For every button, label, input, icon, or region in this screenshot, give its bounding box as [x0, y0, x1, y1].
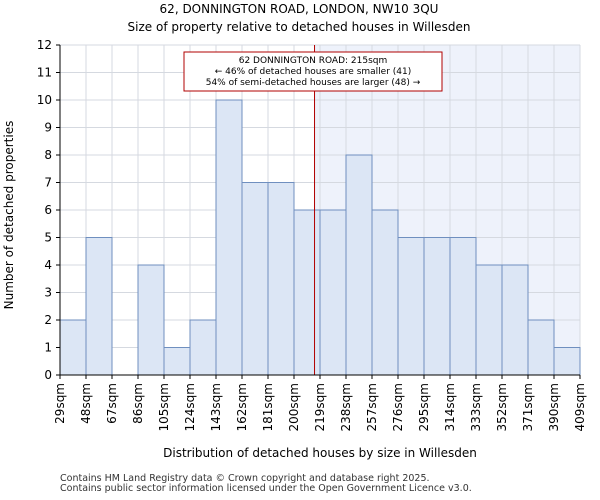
x-tick-label: 295sqm — [417, 383, 431, 431]
y-tick-label: 2 — [44, 313, 52, 327]
x-tick-label: 105sqm — [157, 383, 171, 431]
x-tick-label: 257sqm — [365, 383, 379, 431]
annotation-line-1: 62 DONNINGTON ROAD: 215sqm — [239, 56, 388, 66]
y-tick-label: 10 — [37, 93, 52, 107]
bar-200sqm — [293, 209, 321, 376]
y-tick-label: 5 — [44, 231, 52, 245]
x-axis-ticks: 29sqm 48sqm 67sqm 86sqm 105sqm 124sqm 143sqm 16… — [53, 375, 587, 431]
bar-314sqm — [449, 237, 477, 376]
annotation-line-2: ← 46% of detached houses are smaller (41… — [215, 67, 412, 77]
x-tick-label: 238sqm — [339, 383, 353, 431]
bar-390sqm — [553, 347, 581, 376]
x-axis-label: Distribution of detached houses by size … — [163, 446, 477, 460]
x-tick-label: 143sqm — [209, 383, 223, 431]
y-tick-label: 4 — [44, 258, 52, 272]
x-tick-label: 314sqm — [443, 383, 457, 431]
bar-333sqm — [475, 264, 503, 376]
y-tick-label: 7 — [44, 176, 52, 190]
x-tick-label: 86sqm — [131, 383, 145, 424]
x-tick-label: 409sqm — [573, 383, 587, 431]
bar-86sqm — [137, 264, 165, 376]
bar-352sqm — [501, 264, 529, 376]
bar-219sqm — [319, 209, 347, 376]
x-tick-label: 124sqm — [183, 383, 197, 431]
bar-276sqm — [397, 237, 425, 376]
y-tick-label: 0 — [44, 368, 52, 382]
y-tick-label: 9 — [44, 121, 52, 135]
x-tick-label: 181sqm — [261, 383, 275, 431]
footer-line-2: Contains public sector information licen… — [60, 483, 472, 494]
x-tick-label: 371sqm — [521, 383, 535, 431]
y-tick-label: 11 — [37, 66, 52, 80]
footer-line-1: Contains HM Land Registry data © Crown c… — [60, 473, 430, 484]
y-tick-label: 6 — [44, 203, 52, 217]
x-tick-label: 352sqm — [495, 383, 509, 431]
bar-143sqm — [215, 99, 243, 376]
chart-title: 62, DONNINGTON ROAD, LONDON, NW10 3QU — [160, 2, 439, 16]
bar-48sqm — [85, 237, 113, 376]
x-tick-label: 219sqm — [313, 383, 327, 431]
chart-subtitle: Size of property relative to detached ho… — [128, 20, 471, 34]
y-tick-label: 8 — [44, 148, 52, 162]
x-tick-label: 333sqm — [469, 383, 483, 431]
bar-238sqm — [345, 154, 373, 376]
bar-105sqm — [163, 347, 191, 376]
x-tick-label: 390sqm — [547, 383, 561, 431]
x-tick-label: 200sqm — [287, 383, 301, 431]
x-tick-label: 29sqm — [53, 383, 67, 424]
bar-162sqm — [241, 182, 269, 376]
bar-371sqm — [527, 319, 555, 376]
x-tick-label: 162sqm — [235, 383, 249, 431]
bars-group — [59, 99, 581, 376]
bar-295sqm — [423, 237, 451, 376]
x-tick-label: 276sqm — [391, 383, 405, 431]
x-tick-label: 67sqm — [105, 383, 119, 424]
y-tick-label: 1 — [44, 341, 52, 355]
y-tick-label: 12 — [37, 38, 52, 52]
y-axis-label: Number of detached properties — [2, 121, 16, 310]
x-tick-label: 48sqm — [79, 383, 93, 424]
annotation-box: 62 DONNINGTON ROAD: 215sqm ← 46% of deta… — [183, 51, 443, 92]
bar-257sqm — [371, 209, 399, 376]
y-tick-label: 3 — [44, 286, 52, 300]
bar-29sqm — [59, 319, 87, 376]
bar-181sqm — [267, 182, 295, 376]
bar-124sqm — [189, 319, 217, 376]
annotation-line-3: 54% of semi-detached houses are larger (… — [206, 78, 421, 88]
